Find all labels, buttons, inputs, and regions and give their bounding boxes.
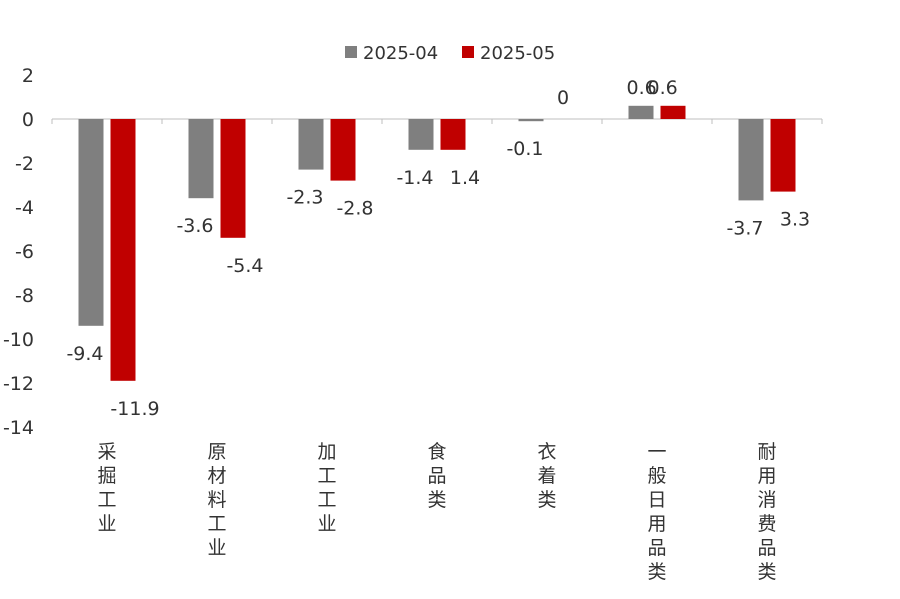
bars [78,105,796,381]
bar-2025-04 [738,119,764,201]
x-axis [51,118,823,124]
category-label: 耐用消费品类 [757,441,776,583]
bar-2025-05 [770,119,796,192]
category-label: 食品类 [427,441,446,511]
data-label: -9.4 [66,343,103,365]
data-label: 0.6 [627,77,657,99]
bar-2025-04 [188,119,214,199]
bar-2025-04 [298,119,324,170]
category-label: 一般日用品类 [647,441,666,583]
bar-2025-05 [110,119,136,381]
data-label: -1.4 [396,167,433,189]
bar-2025-05 [330,119,356,181]
data-label: -2.3 [286,187,323,209]
y-tick-label: -2 [15,153,34,175]
bar-2025-04 [518,119,544,122]
data-label: -5.4 [226,255,263,277]
category-label: 采掘工业 [97,441,116,535]
data-label: 1.4 [450,167,480,189]
y-tick-label: -6 [15,241,34,263]
legend-swatch [462,46,474,58]
bar-2025-04 [78,119,104,326]
y-tick-label: -14 [3,417,34,439]
legend-label: 2025-05 [480,43,555,64]
data-label: 3.3 [780,209,810,231]
y-tick-label: 0 [22,109,34,131]
y-tick-label: -8 [15,285,34,307]
y-tick-label: -4 [15,197,34,219]
category-labels: 采掘工业 原材料工业 加工工业 食品类 衣着类 一般日用品类 耐用消费品类 [97,441,776,583]
bar-2025-05 [220,119,246,238]
legend-label: 2025-04 [363,43,438,64]
bar-2025-05 [440,119,466,150]
data-label: -11.9 [110,398,159,420]
bar-2025-05 [660,105,686,119]
y-tick-label: -10 [3,329,34,351]
bar-2025-04 [628,105,654,119]
category-label: 原材料工业 [207,441,226,559]
bar-2025-04 [408,119,434,150]
data-label: 0.6 [648,77,678,99]
data-label: -2.8 [336,198,373,220]
y-axis: 2 0 -2 -4 -6 -8 -10 -12 -14 [3,65,34,439]
data-label: 0 [557,87,569,109]
data-label: -3.7 [726,217,763,239]
category-label: 加工工业 [317,441,336,535]
legend-swatch [345,46,357,58]
y-tick-label: -12 [3,373,34,395]
legend: 2025-04 2025-05 [345,43,555,64]
data-label: -3.6 [176,215,213,237]
data-labels: -9.4 -3.6 -2.3 -1.4 -0.1 0.6 -3.7 -11.9 -5.4 -2.8… [66,77,810,420]
y-tick-label: 2 [22,65,34,87]
data-label: -0.1 [506,138,543,160]
category-label: 衣着类 [537,441,556,511]
